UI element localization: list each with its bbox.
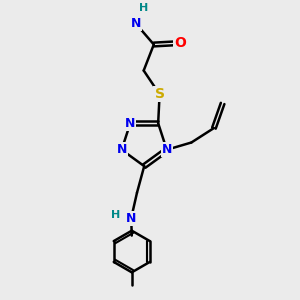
- Text: H: H: [140, 3, 148, 13]
- Text: N: N: [116, 143, 127, 156]
- Text: H: H: [111, 210, 120, 220]
- Text: N: N: [125, 117, 136, 130]
- Text: S: S: [154, 87, 165, 101]
- Text: N: N: [126, 212, 136, 225]
- Text: N: N: [131, 17, 141, 30]
- Text: N: N: [162, 143, 172, 156]
- Text: O: O: [174, 36, 186, 50]
